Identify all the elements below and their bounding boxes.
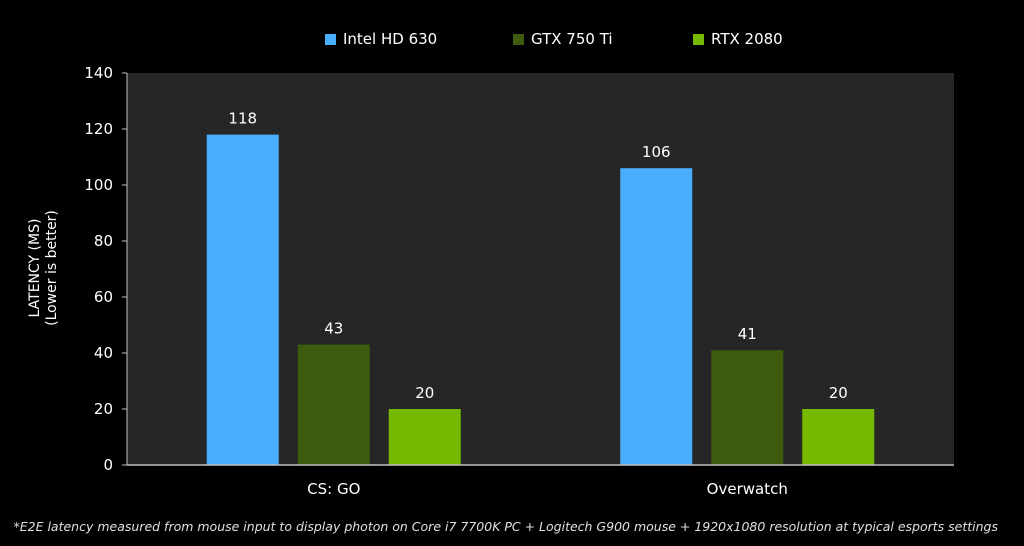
- bar-overwatch-gtx-750-ti: [711, 350, 784, 465]
- y-tick-label-120: 120: [84, 120, 113, 138]
- legend-label-rtx-2080: RTX 2080: [711, 30, 783, 48]
- data-label-overwatch-gtx-750-ti: 41: [738, 325, 757, 343]
- legend-item-rtx-2080: RTX 2080: [693, 27, 783, 51]
- y-tick-label-100: 100: [84, 176, 113, 194]
- y-tick-label-140: 140: [84, 64, 113, 82]
- legend-label-intel-hd-630: Intel HD 630: [343, 30, 438, 48]
- data-label-cs-go-gtx-750-ti: 43: [324, 320, 343, 338]
- bar-overwatch-intel-hd-630: [620, 168, 693, 465]
- y-tick-label-20: 20: [94, 400, 113, 418]
- y-tick-label-0: 0: [103, 456, 113, 474]
- data-label-cs-go-rtx-2080: 20: [415, 384, 434, 402]
- bar-cs-go-gtx-750-ti: [297, 344, 370, 465]
- x-tick-label-overwatch: Overwatch: [707, 480, 788, 498]
- bar-cs-go-rtx-2080: [388, 409, 461, 465]
- y-axis-label-line-1: LATENCY (MS): [27, 218, 43, 318]
- legend-label-gtx-750-ti: GTX 750 Ti: [531, 30, 613, 48]
- legend-item-gtx-750-ti: GTX 750 Ti: [513, 27, 613, 51]
- chart-legend: Intel HD 630 GTX 750 Ti RTX 2080: [0, 27, 1024, 51]
- y-axis-label-line-2: (Lower is better): [44, 210, 60, 326]
- y-tick-label-60: 60: [94, 288, 113, 306]
- y-tick-label-80: 80: [94, 232, 113, 250]
- legend-swatch-rtx-2080: [693, 33, 704, 45]
- data-label-cs-go-intel-hd-630: 118: [228, 110, 257, 128]
- bar-overwatch-rtx-2080: [802, 409, 875, 465]
- data-label-overwatch-rtx-2080: 20: [829, 384, 848, 402]
- bar-cs-go-intel-hd-630: [206, 134, 279, 465]
- data-label-overwatch-intel-hd-630: 106: [642, 143, 671, 161]
- legend-swatch-intel-hd-630: [325, 33, 336, 45]
- legend-swatch-gtx-750-ti: [513, 33, 524, 45]
- y-axis-label: LATENCY (MS) (Lower is better): [27, 210, 61, 326]
- y-tick-label-40: 40: [94, 344, 113, 362]
- footnote: *E2E latency measured from mouse input t…: [13, 519, 998, 534]
- legend-item-intel-hd-630: Intel HD 630: [325, 27, 437, 51]
- x-tick-label-cs-go: CS: GO: [307, 480, 360, 498]
